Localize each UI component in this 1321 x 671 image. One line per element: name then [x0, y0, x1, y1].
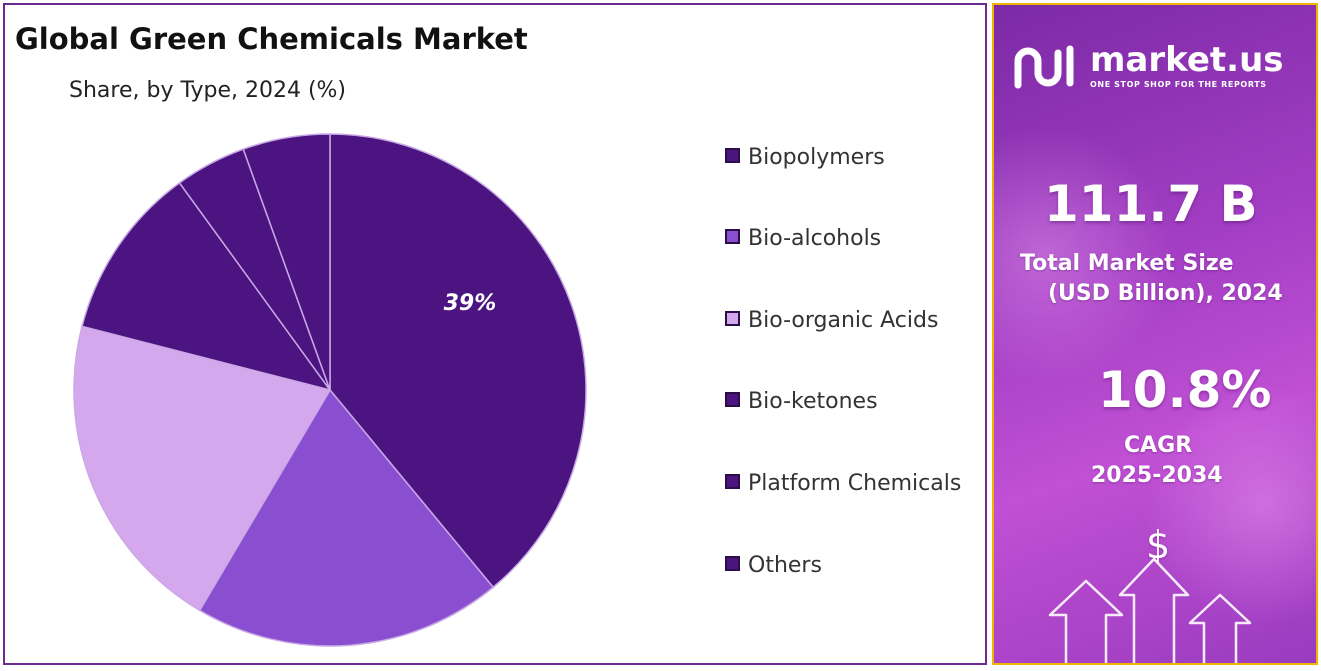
chart-panel: Global Green Chemicals Market Share, by …	[3, 3, 987, 665]
summary-panel: market.us ONE STOP SHOP FOR THE REPORTS …	[992, 3, 1318, 665]
legend-item: Bio-organic Acids	[725, 302, 978, 339]
market-size-unit-label: (USD Billion), 2024	[1048, 281, 1283, 306]
cagr-value: 10.8%	[1098, 361, 1272, 419]
legend-swatch	[725, 148, 740, 163]
legend-item: Bio-alcohols	[725, 220, 978, 257]
chart-subtitle: Share, by Type, 2024 (%)	[69, 78, 347, 103]
pie-slice-bio-organic-acids	[73, 325, 332, 612]
legend-item: Bio-ketones	[725, 383, 978, 420]
dollar-icon: $	[1146, 523, 1171, 567]
cagr-label: CAGR	[1124, 433, 1193, 458]
market-size-value: 111.7 B	[1044, 175, 1258, 233]
legend-item: Platform Chemicals	[725, 465, 978, 502]
legend-label: Bio-organic Acids	[748, 308, 939, 333]
pie-slice-biopolymers	[329, 133, 587, 589]
legend-swatch	[725, 556, 740, 571]
legend-label: Bio-ketones	[748, 389, 878, 414]
legend-label: Biopolymers	[748, 145, 885, 170]
legend-label: Platform Chemicals	[748, 471, 962, 496]
pie-slice-bio-alcohols	[198, 388, 495, 647]
legend-swatch	[725, 392, 740, 407]
pie-chart: 39%	[73, 133, 587, 647]
pie-slice-others	[242, 133, 331, 391]
pie-slice-bio-ketones	[81, 181, 332, 392]
logo-icon	[1014, 45, 1074, 89]
legend-swatch	[725, 474, 740, 489]
legend-item: Biopolymers	[725, 139, 978, 176]
brand-tagline: ONE STOP SHOP FOR THE REPORTS	[1090, 80, 1267, 89]
data-label-biopolymers: 39%	[444, 291, 497, 316]
legend-swatch	[725, 229, 740, 244]
market-size-label: Total Market Size	[1020, 251, 1234, 276]
legend-swatch	[725, 311, 740, 326]
brand: market.us ONE STOP SHOP FOR THE REPORTS	[1014, 43, 1284, 89]
chart-title: Global Green Chemicals Market	[15, 22, 528, 56]
brand-name: market.us	[1090, 40, 1284, 80]
legend-label: Bio-alcohols	[748, 226, 882, 251]
legend-item: Others	[725, 547, 978, 584]
cagr-period: 2025-2034	[1091, 463, 1223, 488]
legend-label: Others	[748, 553, 822, 578]
arrow-up-icon	[1048, 557, 1252, 663]
